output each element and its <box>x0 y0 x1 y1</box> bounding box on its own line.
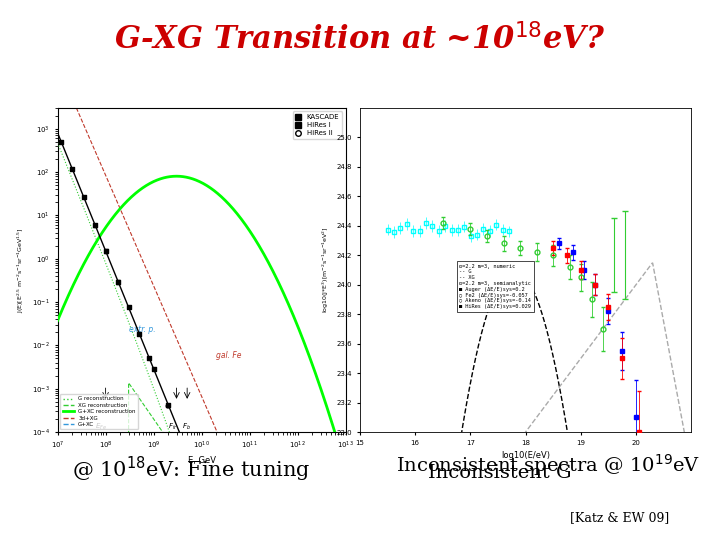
G <box>356 502 364 509</box>
Point <box>66 165 78 173</box>
Y-axis label: J(E)[E$^{2.5}$ m$^{-2}$s$^{-1}$sr$^{-1}$GeV$^{1.5}$]: J(E)[E$^{2.5}$ m$^{-2}$s$^{-1}$sr$^{-1}$… <box>16 227 27 313</box>
Point <box>122 302 134 311</box>
Point <box>143 354 155 362</box>
Text: gal. Fe: gal. Fe <box>216 352 241 360</box>
G <box>687 502 696 509</box>
G <box>607 502 616 509</box>
XG <box>687 465 696 472</box>
X-axis label: E, GeV: E, GeV <box>188 456 215 465</box>
Point <box>55 138 67 146</box>
Point <box>162 402 174 410</box>
G <box>557 394 566 401</box>
Point <box>181 450 193 458</box>
Point <box>89 221 101 230</box>
XG <box>356 502 364 509</box>
Point <box>112 277 124 286</box>
Point <box>176 435 188 444</box>
Point <box>133 329 145 338</box>
Point <box>204 505 216 514</box>
G <box>567 454 576 461</box>
G <box>510 267 519 273</box>
Point <box>162 401 174 409</box>
XG <box>648 260 657 266</box>
Text: [Katz & EW 09]: [Katz & EW 09] <box>570 511 670 524</box>
Point <box>196 484 207 493</box>
Text: $F_{tr}$: $F_{tr}$ <box>168 422 179 432</box>
Y-axis label: log10(J*E$^3$)[m$^{-2}$s$^{-1}$sr$^{-1}$eV$^2$]: log10(J*E$^3$)[m$^{-2}$s$^{-1}$sr$^{-1}$… <box>321 227 331 313</box>
Text: $F_b$: $F_b$ <box>182 422 192 432</box>
XG <box>376 502 384 509</box>
XG <box>548 393 557 400</box>
Line: XG: XG <box>360 263 691 505</box>
Text: $E_{Fe}$: $E_{Fe}$ <box>95 422 107 432</box>
X-axis label: log10(E/eV): log10(E/eV) <box>501 451 550 460</box>
Point <box>148 364 159 373</box>
XG <box>557 381 565 388</box>
XG <box>567 368 575 375</box>
XG <box>641 269 649 276</box>
Line: G: G <box>360 270 691 505</box>
XG <box>607 315 616 321</box>
Point <box>192 472 203 481</box>
G <box>642 502 650 509</box>
Text: extr. p.: extr. p. <box>128 325 155 334</box>
Legend: G reconstruction, XG reconstruction, G+XC reconstruction, 3d+XG, G+XC: G reconstruction, XG reconstruction, G+X… <box>60 394 138 429</box>
Point <box>78 192 89 201</box>
Text: Inconsistent G: Inconsistent G <box>428 463 572 482</box>
G <box>376 502 384 509</box>
Text: α=2.2 m=3, numeric
-- G
-- XG
α=2.2 m=3, semianalytic
■ Auger (ΔE/E)sys=0.2
○ Fe: α=2.2 m=3, numeric -- G -- XG α=2.2 m=3,… <box>459 264 531 309</box>
Point <box>100 246 112 255</box>
G <box>549 352 557 358</box>
Text: @ 10$^{18}$eV: Fine tuning: @ 10$^{18}$eV: Fine tuning <box>72 455 310 484</box>
Text: G-XG Transition at ~10$^{18}$eV?: G-XG Transition at ~10$^{18}$eV? <box>114 24 606 57</box>
Text: Inconsistent spectra @ 10$^{19}$eV: Inconsistent spectra @ 10$^{19}$eV <box>396 453 700 478</box>
